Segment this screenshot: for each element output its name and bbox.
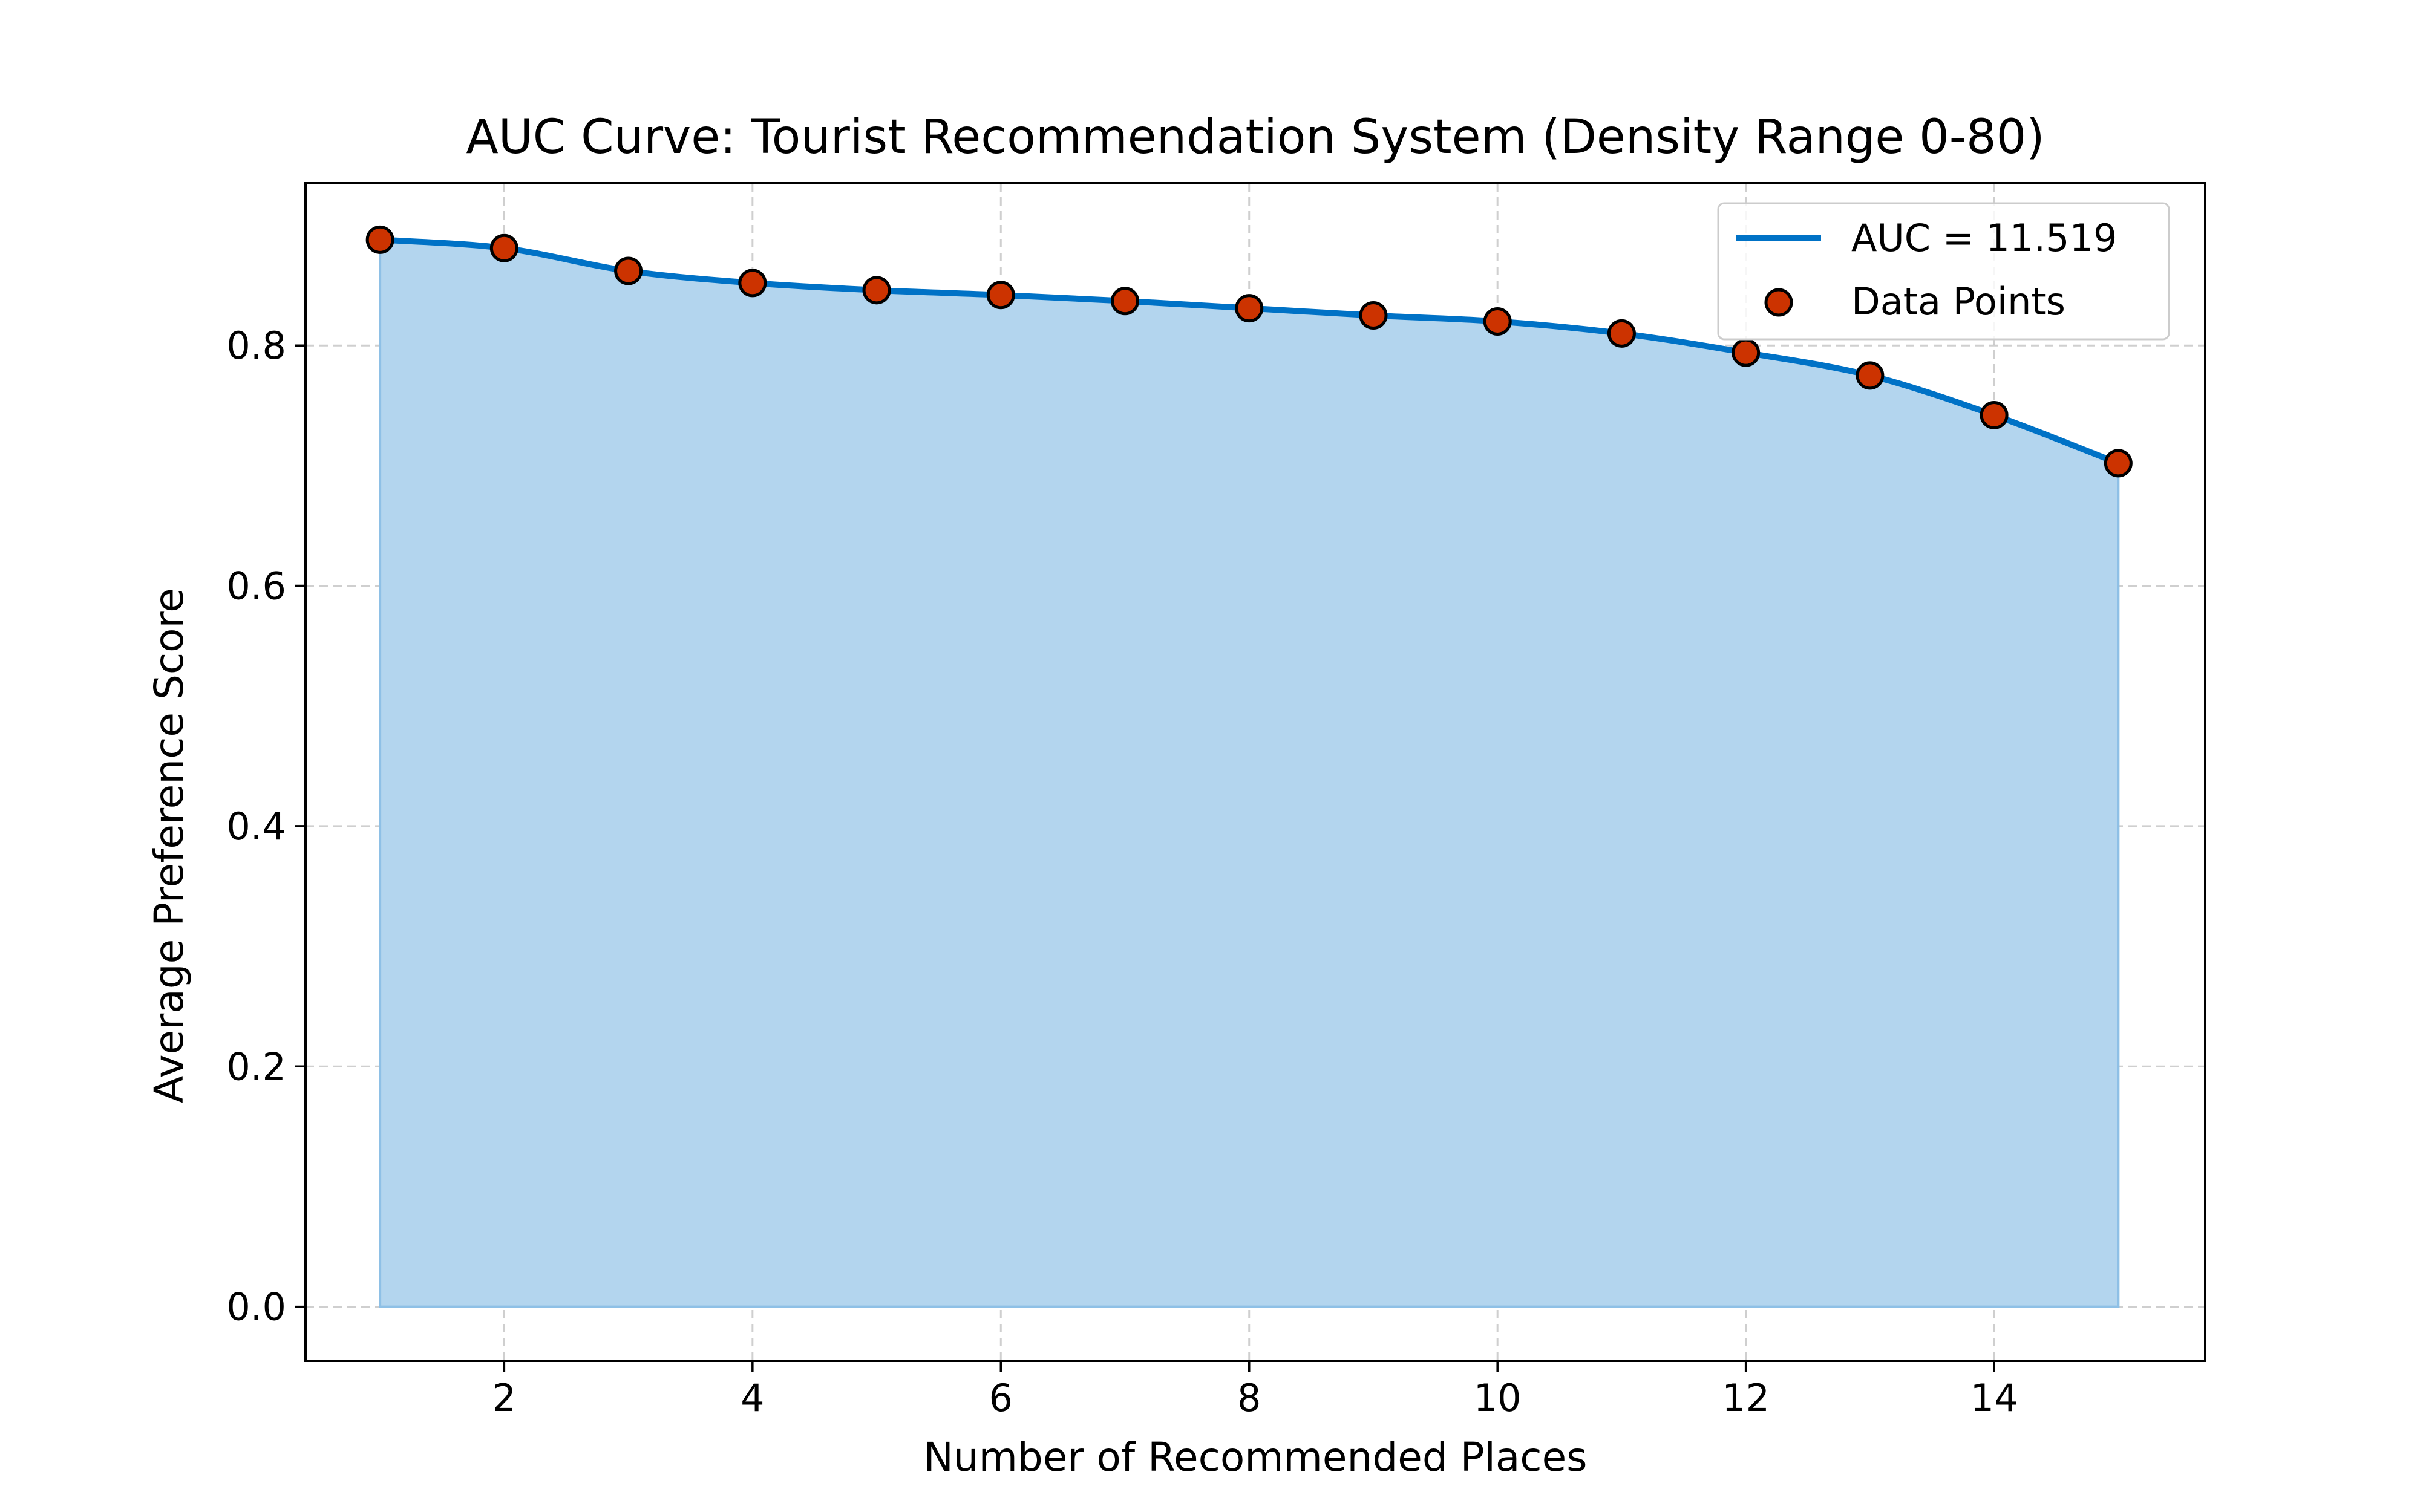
y-tick-label: 0.2 (226, 1044, 286, 1089)
x-axis-label: Number of Recommended Places (923, 1434, 1587, 1481)
data-point (1483, 307, 1512, 336)
y-tick-label: 0.6 (226, 564, 286, 608)
data-point (986, 281, 1015, 310)
data-point (862, 276, 891, 305)
plot-frame (304, 182, 2206, 1362)
data-point (2104, 449, 2133, 478)
y-axis-label: Average Preference Score (146, 588, 192, 1103)
y-tick-label: 0.4 (226, 804, 286, 849)
area-under-curve (379, 238, 2120, 1308)
data-point (1856, 361, 1885, 390)
x-tick-label: 12 (1722, 1376, 1770, 1420)
data-point (1235, 294, 1264, 323)
x-tick-label: 6 (989, 1376, 1013, 1420)
data-point (1607, 319, 1636, 348)
x-tick-label: 2 (492, 1376, 516, 1420)
data-point (1732, 338, 1761, 367)
data-point (489, 233, 518, 262)
x-tick-label: 14 (1970, 1376, 2018, 1420)
data-point (1111, 287, 1140, 316)
x-tick-label: 8 (1237, 1376, 1261, 1420)
x-tick-label: 4 (741, 1376, 764, 1420)
legend-box (1717, 202, 2170, 341)
data-point (365, 225, 394, 254)
data-point (1359, 301, 1388, 330)
x-axis-ticks: 2 4 6 8 10 12 14 (492, 1361, 2018, 1420)
legend-marker-label: Data Points (1851, 279, 2065, 324)
data-point (738, 269, 767, 298)
y-axis-ticks: 0.0 0.2 0.4 0.6 0.8 (226, 324, 306, 1329)
y-tick-label: 0.0 (226, 1285, 286, 1329)
chart-title: AUC Curve: Tourist Recommendation System… (466, 110, 2044, 165)
legend-line-label: AUC = 11.519 (1851, 216, 2117, 260)
x-tick-label: 10 (1474, 1376, 1522, 1420)
legend-marker-swatch (1764, 288, 1793, 317)
data-point (1980, 400, 2009, 429)
legend: AUC = 11.519 Data Points (1717, 202, 2170, 341)
y-tick-label: 0.8 (226, 324, 286, 368)
data-points (365, 225, 2133, 478)
data-point (614, 256, 643, 285)
